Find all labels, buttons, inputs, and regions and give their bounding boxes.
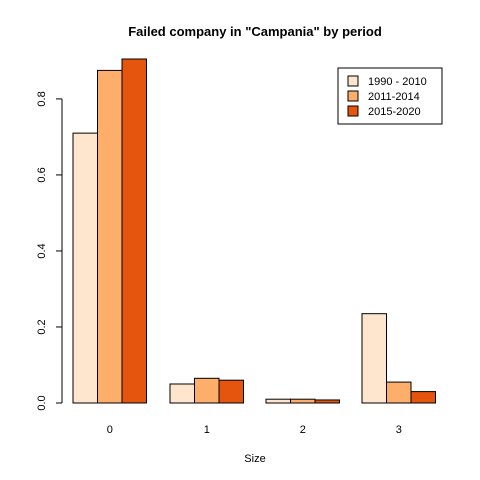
legend-label: 2011-2014 — [368, 91, 420, 103]
legend-label: 2015-2020 — [368, 106, 421, 118]
legend: 1990 - 2010 2011-2014 2015-2020 — [337, 67, 443, 125]
chart-title: Failed company in "Campania" by period — [128, 24, 382, 39]
bar — [265, 398, 291, 404]
y-tick-label: 0.8 — [36, 91, 48, 106]
bar — [194, 377, 220, 404]
x-tick-label: 2 — [300, 424, 306, 436]
bars — [72, 58, 436, 404]
legend-label: 1990 - 2010 — [368, 76, 427, 88]
legend-swatch — [347, 75, 359, 87]
legend-swatch — [347, 105, 359, 117]
bar — [72, 132, 98, 404]
x-axis-label: Size — [244, 453, 265, 465]
x-tick-label: 1 — [204, 424, 210, 436]
y-tick-label: 0.4 — [36, 243, 48, 258]
bar — [97, 69, 123, 404]
bar — [169, 383, 195, 404]
y-tick-label: 0.2 — [36, 319, 48, 334]
bar — [290, 398, 316, 404]
bar — [410, 391, 436, 404]
legend-swatch — [347, 90, 359, 102]
y-tick-label: 0.0 — [36, 395, 48, 410]
y-axis: 0.0 0.2 0.4 0.6 0.8 — [36, 91, 63, 411]
bar — [361, 313, 387, 404]
bar — [121, 58, 147, 404]
bar — [314, 399, 340, 404]
bar — [386, 381, 412, 404]
y-tick-label: 0.6 — [36, 167, 48, 182]
x-axis-labels: 0 1 2 3 — [107, 424, 402, 436]
x-tick-label: 3 — [396, 424, 402, 436]
bar — [218, 379, 244, 404]
x-tick-label: 0 — [107, 424, 113, 436]
